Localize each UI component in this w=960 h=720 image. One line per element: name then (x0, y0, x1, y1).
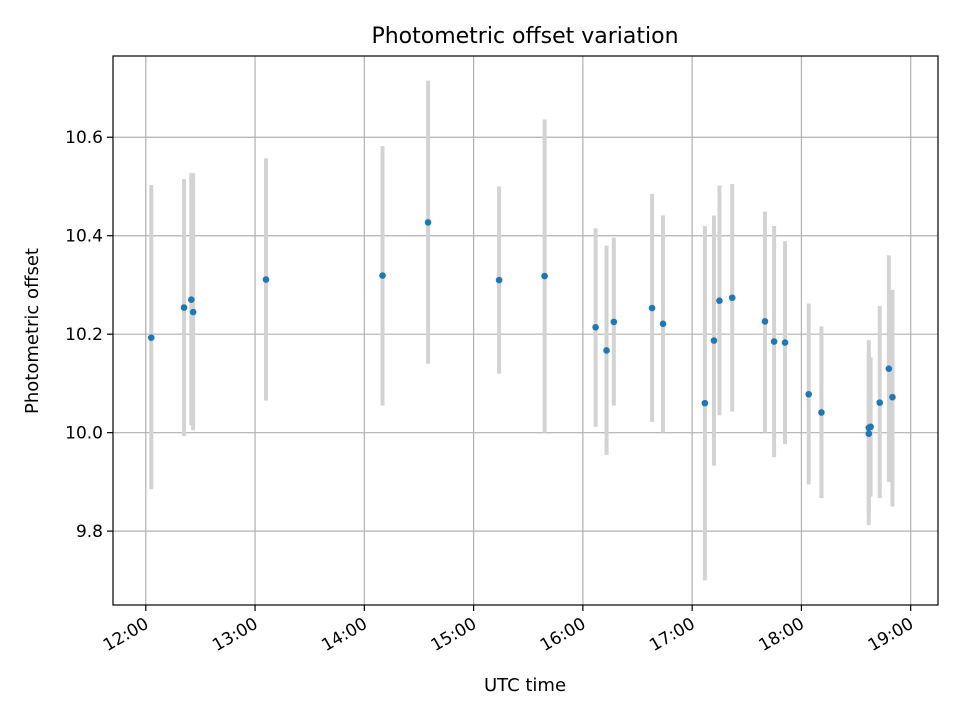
data-point (876, 399, 884, 406)
x-tick-label: 13:00 (209, 614, 261, 656)
x-tick-label: 16:00 (537, 614, 589, 656)
data-point (541, 272, 548, 280)
data-point (728, 294, 736, 302)
data-point (424, 219, 432, 226)
data-point (592, 323, 599, 331)
data-point (188, 296, 195, 304)
data-point (648, 304, 656, 312)
data-point (701, 399, 709, 407)
x-tick-label: 15:00 (428, 614, 480, 656)
data-point (603, 347, 610, 354)
x-axis-label: UTC time (484, 675, 566, 696)
x-tick-label: 14:00 (318, 614, 370, 656)
data-point (818, 409, 825, 416)
y-tick-label: 10.4 (65, 227, 103, 247)
y-axis-label: Photometric offset (22, 248, 43, 414)
data-point (865, 430, 873, 437)
data-markers (147, 219, 896, 437)
data-point (495, 276, 503, 284)
plot-frame (112, 55, 939, 606)
data-point (805, 390, 812, 398)
y-tick-label: 10.6 (65, 128, 103, 148)
error-bars (149, 80, 895, 581)
data-point (610, 318, 618, 326)
data-point (147, 334, 155, 341)
data-point (180, 304, 188, 311)
x-tick-label: 17:00 (646, 614, 698, 656)
data-point (781, 339, 789, 346)
data-point (262, 276, 270, 283)
y-axis-ticks: 9.8 10.0 10.2 10.4 10.6 (65, 128, 113, 542)
x-tick-label: 12:00 (100, 614, 152, 656)
x-axis-ticks: 12:00 13:00 14:00 15:00 16:00 17:00 18:00 19:00 (100, 605, 917, 656)
data-point (659, 320, 667, 328)
data-point (189, 308, 197, 316)
data-point (889, 393, 896, 401)
data-point (761, 318, 769, 325)
y-tick-label: 9.8 (76, 522, 103, 542)
chart-title: Photometric offset variation (371, 24, 678, 49)
grid (113, 56, 938, 605)
data-point (770, 338, 778, 345)
y-tick-label: 10.2 (65, 325, 103, 345)
data-point (379, 272, 386, 279)
x-tick-label: 19:00 (865, 614, 917, 656)
x-tick-label: 18:00 (755, 614, 807, 656)
data-point (867, 423, 874, 431)
data-point (885, 365, 893, 372)
y-tick-label: 10.0 (65, 424, 103, 444)
data-point (710, 337, 718, 344)
data-point (716, 297, 723, 305)
